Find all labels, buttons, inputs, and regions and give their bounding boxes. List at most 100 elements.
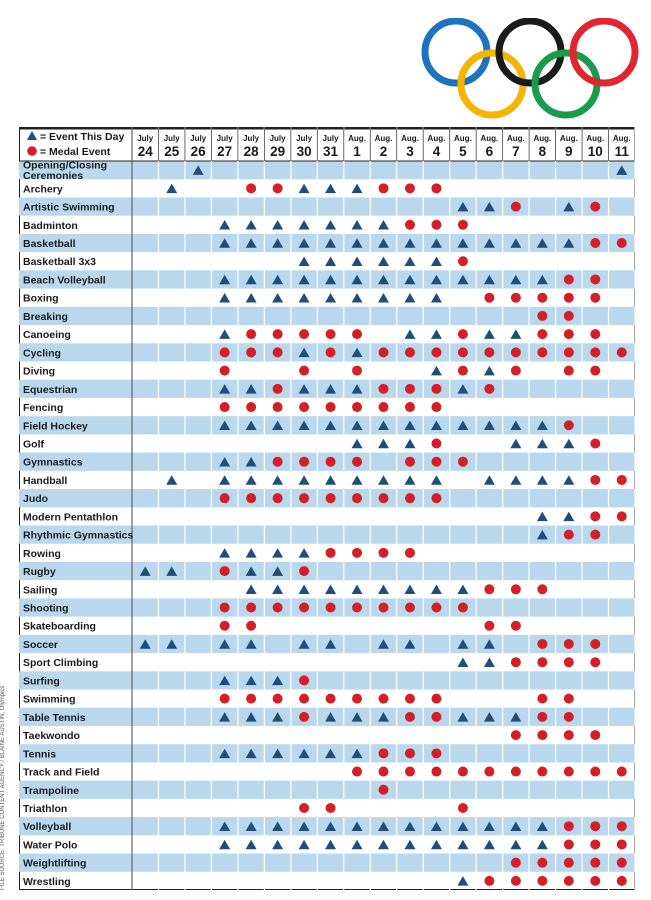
event-day-marker (563, 438, 575, 449)
medal-event-marker (246, 693, 257, 704)
row-band (19, 379, 635, 398)
event-day-marker (219, 456, 231, 467)
event-day-marker (510, 274, 522, 285)
event-day-marker (430, 475, 442, 485)
medal-event-marker (299, 566, 310, 577)
event-day-marker (483, 475, 495, 485)
event-day-marker (166, 475, 178, 485)
day-number-label: 11 (615, 144, 630, 159)
event-day-marker (298, 584, 310, 595)
day-number-label: 25 (164, 144, 180, 159)
sport-label: Artistic Swimming (23, 202, 115, 214)
day-number-label: 4 (433, 144, 441, 159)
medal-event-marker (404, 402, 415, 413)
event-day-marker (404, 274, 416, 285)
event-day-marker (351, 384, 363, 394)
event-day-marker (298, 220, 310, 230)
sport-label: Volleyball (23, 821, 71, 833)
medal-event-marker (563, 638, 574, 649)
medal-event-marker (404, 711, 415, 722)
medal-event-marker (378, 493, 389, 504)
day-number-label: 7 (512, 144, 520, 159)
event-day-marker (536, 475, 548, 485)
event-day-marker (219, 712, 231, 722)
medal-event-marker (325, 402, 336, 413)
event-day-marker (245, 584, 257, 595)
medal-event-marker (378, 402, 389, 413)
row-band (19, 306, 635, 326)
event-day-marker (378, 839, 389, 850)
sport-label: Modern Pentathlon (23, 511, 118, 523)
medal-event-marker (219, 602, 230, 613)
black-ring-icon (495, 18, 565, 87)
medal-event-marker (457, 256, 468, 267)
medal-event-marker (457, 347, 468, 358)
medal-event-marker (246, 402, 257, 413)
medal-event-marker (457, 365, 468, 376)
row-band (19, 671, 635, 690)
sport-label: Breaking (23, 311, 68, 323)
medal-event-marker (272, 347, 283, 358)
medal-event-marker (563, 693, 574, 704)
day-number-label: 30 (297, 144, 312, 159)
medal-event-marker (563, 711, 574, 722)
medal-event-marker (352, 602, 363, 613)
day-number-label: 9 (565, 144, 573, 159)
row-band (19, 780, 635, 799)
medal-event-marker (590, 529, 601, 540)
event-day-marker (457, 384, 469, 394)
event-day-marker (351, 292, 363, 303)
medal-circle-icon (27, 146, 37, 156)
medal-event-marker (378, 602, 389, 613)
event-day-marker (219, 384, 231, 394)
medal-event-marker (378, 766, 389, 777)
event-day-marker (378, 712, 389, 722)
event-day-marker (325, 183, 337, 194)
day-number-label: 26 (191, 144, 207, 159)
medal-event-marker (299, 456, 310, 467)
medal-event-marker (563, 766, 574, 777)
medal-event-marker (325, 456, 336, 467)
event-day-marker (536, 839, 548, 850)
medal-event-marker (590, 638, 601, 649)
event-day-marker (404, 438, 416, 449)
medal-event-marker (510, 766, 521, 777)
event-day-marker (298, 347, 310, 358)
event-day-marker (325, 256, 337, 266)
medal-event-marker (219, 493, 230, 504)
sport-label: Boxing (23, 293, 59, 305)
medal-event-marker (563, 292, 574, 303)
event-day-marker (378, 420, 389, 431)
event-day-marker (430, 584, 442, 595)
event-day-marker (404, 256, 416, 266)
event-day-marker (430, 274, 442, 285)
day-month-label: Aug. (533, 134, 551, 143)
event-day-marker (272, 675, 284, 686)
event-day-marker (245, 712, 257, 722)
medal-event-marker (404, 456, 415, 467)
event-day-marker (166, 566, 178, 576)
event-day-marker (245, 566, 257, 576)
sport-label: Skateboarding (23, 621, 96, 633)
medal-event-marker (219, 693, 230, 704)
event-day-marker (219, 675, 231, 686)
medal-event-marker (219, 365, 230, 376)
event-day-marker (563, 238, 575, 248)
event-day-marker (272, 712, 284, 722)
medal-event-marker (404, 493, 415, 504)
medal-event-marker (219, 620, 230, 631)
medal-event-marker (404, 383, 415, 394)
event-day-marker (325, 712, 337, 722)
medal-event-marker (537, 584, 548, 595)
event-day-marker (378, 238, 389, 248)
sport-label: Track and Field (23, 767, 99, 779)
legend-medal-label: = Medal Event (40, 146, 111, 158)
event-day-marker (457, 274, 469, 285)
medal-event-marker (537, 292, 548, 303)
medal-event-marker (352, 493, 363, 504)
medal-event-marker (404, 183, 415, 194)
event-day-marker (245, 420, 257, 431)
event-day-marker (430, 365, 442, 376)
event-day-marker (457, 839, 469, 850)
day-number-label: 5 (459, 144, 467, 159)
